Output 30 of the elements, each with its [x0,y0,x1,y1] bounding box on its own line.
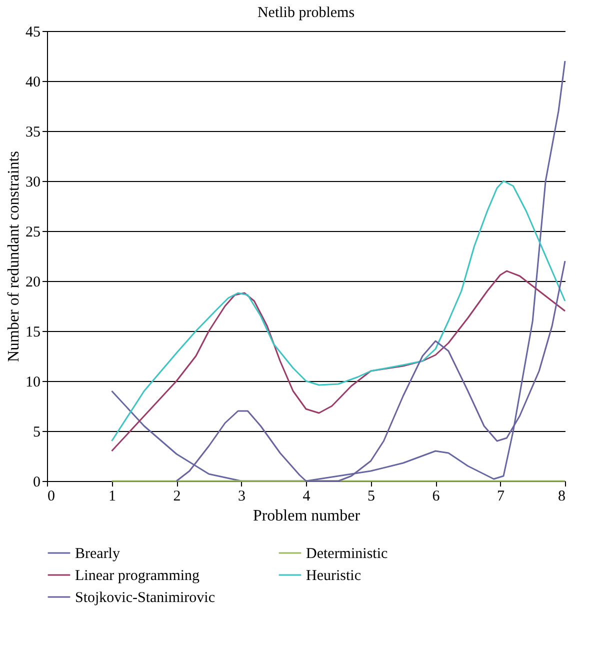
x-tick-label: 7 [497,488,505,504]
line-series [111,270,566,452]
legend-label: Heuristic [306,568,362,584]
y-tick-label: 40 [26,74,40,90]
x-tick-label: 5 [368,488,375,504]
legend-label: Deterministic [306,546,388,562]
legend-label: Stojkovic-Stanimirovic [75,590,216,606]
x-tick-label: 1 [108,488,116,504]
y-tick-label: 35 [26,124,40,140]
y-tick-label: 10 [26,374,40,390]
line-series [111,60,566,482]
x-tick-label: 6 [432,488,440,504]
legend-label: Brearly [75,546,120,562]
x-axis-title: Problem number [252,508,361,524]
y-tick-label: 20 [26,274,40,290]
y-tick-label: 25 [26,224,40,240]
y-tick-label: 30 [26,174,40,190]
legend-label: Linear programming [75,568,200,584]
line-series [111,180,566,442]
y-tick-label: 0 [33,474,40,490]
chart-title: Netlib problems [257,5,355,21]
y-tick-label: 45 [26,24,40,40]
x-tick-label: 2 [173,488,181,504]
y-axis-title: Number of redundant constraints [6,150,22,362]
x-tick-label: 4 [302,488,311,504]
x-tick-label: 3 [238,488,246,504]
x-tick-label: 0 [48,488,55,504]
x-tick-label: 8 [558,488,566,504]
y-tick-label: 15 [26,324,40,340]
y-tick-label: 5 [33,424,40,440]
